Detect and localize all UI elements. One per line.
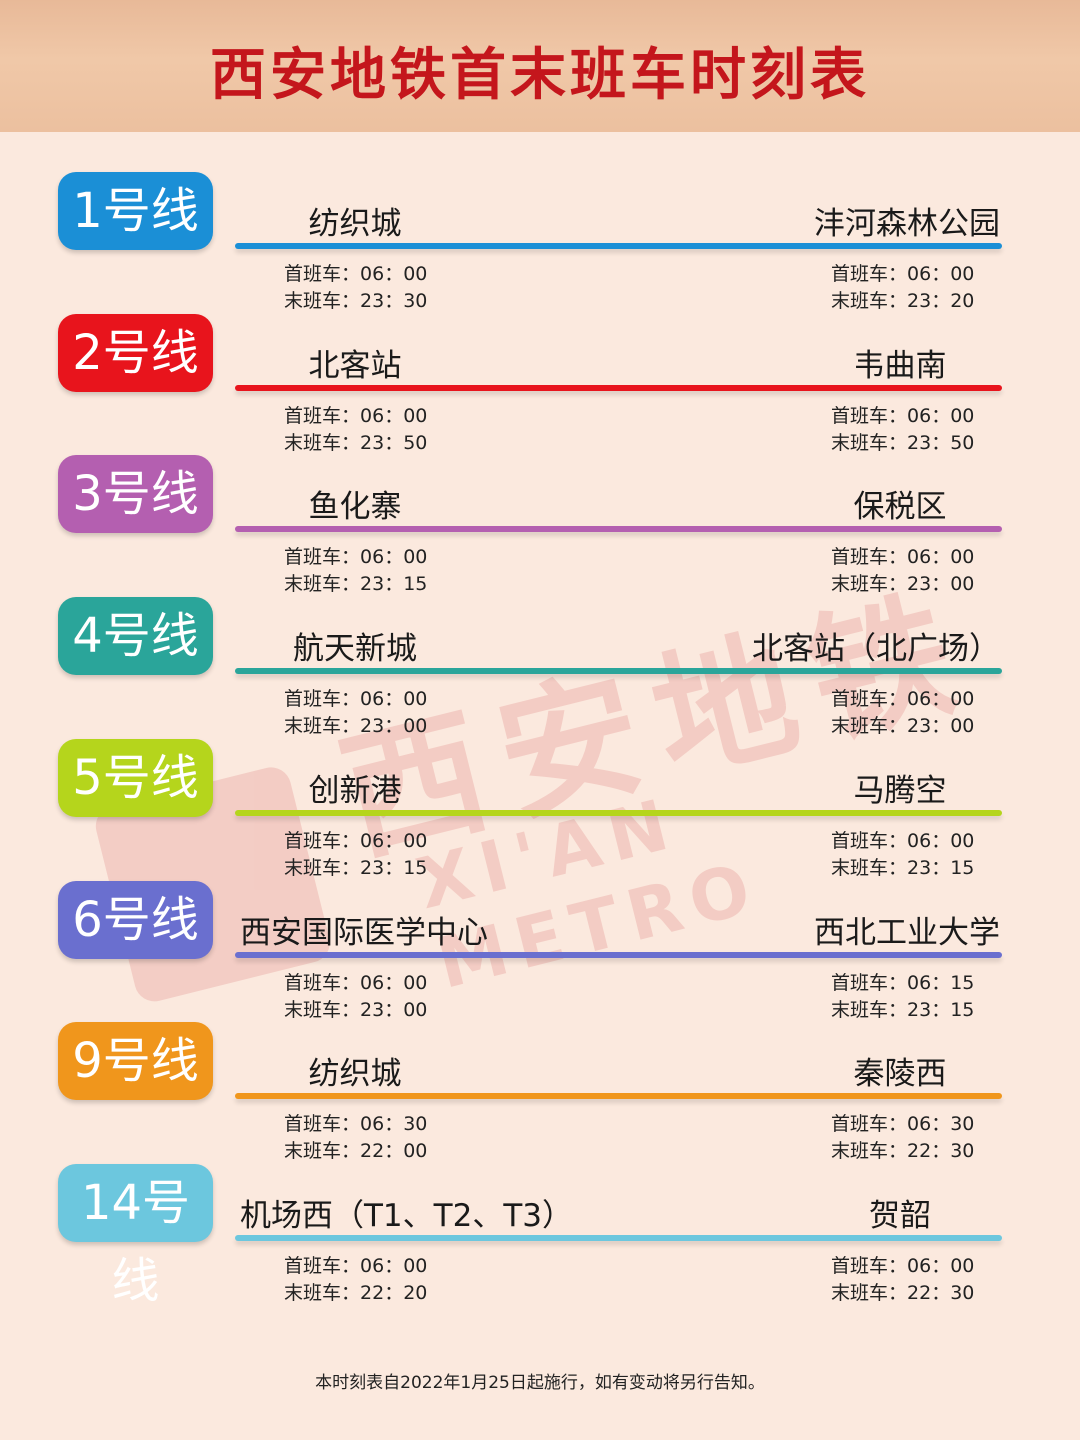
first-train: 首班车：06：00 (831, 1254, 975, 1277)
right-terminal-station: 秦陵西 (853, 1056, 947, 1093)
line-bar (235, 809, 1002, 816)
line-badge: 4号线 (58, 597, 213, 676)
first-train: 首班车：06：00 (284, 546, 428, 569)
right-times: 首班车：06：00 末班车：22：30 (831, 1253, 974, 1307)
line-bar (235, 1093, 1002, 1100)
header-banner: 西安地铁首末班车时刻表 (0, 0, 1080, 132)
page-title: 西安地铁首末班车时刻表 (210, 43, 870, 108)
last-train: 末班车：23：00 (284, 715, 428, 738)
right-terminal-station: 保税区 (853, 489, 947, 526)
left-terminal-station: 创新港 (308, 772, 402, 809)
first-train: 首班车：06：30 (284, 1113, 428, 1136)
left-terminal-station: 机场西（T1、T2、T3） (240, 1197, 573, 1234)
last-train: 末班车：23：20 (831, 290, 975, 312)
line-row: 14号线 机场西（T1、T2、T3） 贺韶 首班车：06：00 末班车：22：2… (0, 1163, 1080, 1309)
last-train: 末班车：23：00 (831, 573, 975, 596)
right-terminal-station: 北客站（北广场） (752, 631, 1000, 668)
last-train: 末班车：22：00 (284, 1140, 428, 1163)
left-terminal-station: 北客站 (308, 347, 402, 384)
first-train: 首班车：06：00 (831, 404, 975, 427)
footer-note: 本时刻表自2022年1月25日起施行，如有变动将另行告知。 (315, 1373, 765, 1393)
line-row: 1号线 纺织城 沣河森林公园 首班车：06：00 末班车：23：30 首班车：0… (0, 172, 1080, 314)
line-row: 9号线 纺织城 秦陵西 首班车：06：30 末班车：22：00 首班车：06：3… (0, 1022, 1080, 1164)
right-times: 首班车：06：30 末班车：22：30 (831, 1111, 974, 1165)
line-row: 2号线 北客站 韦曲南 首班车：06：00 末班车：23：50 首班车：06：0… (0, 313, 1080, 457)
first-train: 首班车：06：00 (831, 688, 975, 711)
line-bar (235, 951, 1002, 958)
left-times: 首班车：06：00 末班车：23：15 (284, 828, 427, 882)
line-bar (235, 668, 1002, 675)
left-times: 首班车：06：00 末班车：23：15 (284, 544, 427, 598)
last-train: 末班车：23：50 (284, 431, 428, 454)
right-times: 首班车：06：00 末班车：23：00 (831, 686, 974, 740)
first-train: 首班车：06：00 (284, 829, 428, 852)
line-row: 6号线 西安国际医学中心 西北工业大学 首班车：06：00 末班车：23：00 … (0, 880, 1080, 1024)
first-train: 首班车：06：15 (831, 971, 975, 994)
right-times: 首班车：06：00 末班车：23：50 (831, 403, 974, 457)
line-bar (235, 526, 1002, 533)
left-times: 首班车：06：00 末班车：23：00 (284, 686, 427, 740)
last-train: 末班车：22：20 (284, 1281, 428, 1304)
left-terminal-station: 鱼化寨 (308, 489, 402, 526)
line-bar (235, 243, 1002, 249)
last-train: 末班车：23：00 (831, 715, 975, 738)
line-bar (235, 1234, 1002, 1241)
line-badge: 6号线 (58, 880, 213, 959)
first-train: 首班车：06：00 (831, 829, 975, 852)
last-train: 末班车：23：15 (831, 998, 975, 1021)
right-times: 首班车：06：00 末班车：23：15 (831, 828, 974, 882)
first-train: 首班车：06：00 (284, 1254, 428, 1277)
left-times: 首班车：06：30 末班车：22：00 (284, 1111, 427, 1165)
line-badge: 9号线 (58, 1022, 213, 1101)
last-train: 末班车：22：30 (831, 1281, 975, 1304)
line-row: 4号线 航天新城 北客站（北广场） 首班车：06：00 末班车：23：00 首班… (0, 597, 1080, 739)
line-badge: 14号线 (58, 1163, 213, 1309)
first-train: 首班车：06：00 (284, 971, 428, 994)
last-train: 末班车：23：15 (284, 573, 428, 596)
first-train: 首班车：06：00 (284, 688, 428, 711)
left-times: 首班车：06：00 末班车：22：20 (284, 1253, 427, 1307)
right-terminal-station: 韦曲南 (853, 347, 947, 384)
last-train: 末班车：22：30 (831, 1140, 975, 1163)
left-times: 首班车：06：00 末班车：23：50 (284, 403, 427, 457)
right-times: 首班车：06：00 末班车：23：00 (831, 544, 974, 598)
right-times: 首班车：06：00 末班车：23：20 (831, 261, 974, 315)
right-terminal-station: 沣河森林公园 (814, 206, 1000, 242)
line-badge: 5号线 (58, 738, 213, 817)
last-train: 末班车：23：00 (284, 998, 428, 1021)
right-terminal-station: 马腾空 (853, 772, 947, 809)
first-train: 首班车：06：00 (284, 263, 428, 285)
last-train: 末班车：23：15 (284, 856, 428, 879)
right-terminal-station: 贺韶 (869, 1197, 931, 1234)
left-terminal-station: 西安国际医学中心 (240, 914, 488, 951)
left-terminal-station: 航天新城 (293, 631, 417, 668)
left-terminal-station: 纺织城 (308, 206, 402, 242)
left-terminal-station: 纺织城 (308, 1056, 402, 1093)
first-train: 首班车：06：00 (831, 546, 975, 569)
left-times: 首班车：06：00 末班车：23：30 (284, 261, 427, 315)
right-terminal-station: 西北工业大学 (814, 914, 1000, 951)
line-bar (235, 384, 1002, 391)
line-badge: 3号线 (58, 455, 213, 534)
first-train: 首班车：06：00 (284, 404, 428, 427)
first-train: 首班车：06：30 (831, 1113, 975, 1136)
last-train: 末班车：23：50 (831, 431, 975, 454)
right-times: 首班车：06：15 末班车：23：15 (831, 970, 974, 1024)
line-row: 5号线 创新港 马腾空 首班车：06：00 末班车：23：15 首班车：06：0… (0, 738, 1080, 882)
first-train: 首班车：06：00 (831, 263, 975, 285)
left-times: 首班车：06：00 末班车：23：00 (284, 970, 427, 1024)
line-row: 3号线 鱼化寨 保税区 首班车：06：00 末班车：23：15 首班车：06：0… (0, 455, 1080, 597)
line-badge: 2号线 (58, 313, 213, 392)
line-badge: 1号线 (58, 172, 213, 250)
last-train: 末班车：23：15 (831, 856, 975, 879)
last-train: 末班车：23：30 (284, 290, 428, 312)
